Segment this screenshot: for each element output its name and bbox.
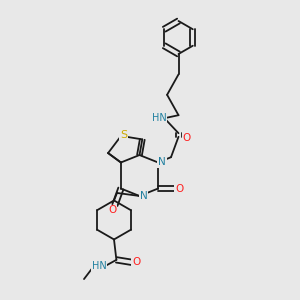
Text: O: O [132, 257, 140, 267]
Text: HN: HN [152, 113, 166, 123]
Text: N: N [158, 158, 166, 167]
Text: O: O [175, 184, 184, 194]
Text: O: O [183, 133, 191, 143]
Text: N: N [140, 191, 147, 201]
Text: S: S [120, 130, 127, 140]
Text: O: O [108, 206, 117, 215]
Text: HN: HN [92, 262, 106, 272]
